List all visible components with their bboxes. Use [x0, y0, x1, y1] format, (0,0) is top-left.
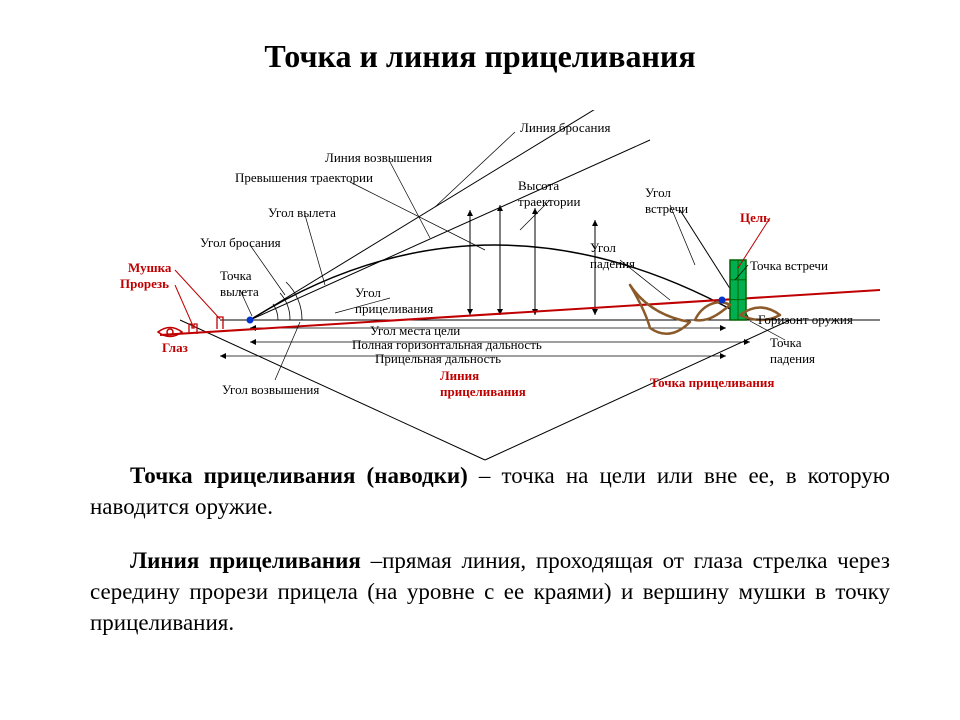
diagram-label: Угол вылета	[268, 205, 336, 221]
diagram-label: Уголприцеливания	[355, 285, 433, 317]
diagram-label: Прицельная дальность	[375, 351, 501, 367]
diagram-label: Точкавылета	[220, 268, 259, 300]
red-diagram-label: Глаз	[162, 340, 188, 356]
diagram-label: Точка встречи	[750, 258, 828, 274]
red-diagram-label: Точка прицеливания	[650, 375, 774, 391]
diagram-label: Линия бросания	[520, 120, 610, 136]
term-aim-line: Линия прицеливания	[130, 548, 361, 573]
term-aim-point: Точка прицеливания (наводки)	[130, 463, 468, 488]
slide: Точка и линия прицеливания Линия бросани…	[0, 0, 960, 720]
red-diagram-label: Цель	[740, 210, 770, 226]
definition-aim-line: Линия прицеливания –прямая линия, проход…	[90, 545, 890, 638]
diagram-label: Уголвстречи	[645, 185, 688, 217]
ballistics-diagram: Линия бросания Линия возвышения Превышения…	[90, 110, 890, 430]
diagram-label: Уголпадения	[590, 240, 635, 272]
red-diagram-label: Прорезь	[120, 276, 169, 292]
diagram-label: Превышения траектории	[235, 170, 373, 186]
red-diagram-label: Линияприцеливания	[440, 368, 526, 400]
diagram-label: Линия возвышения	[325, 150, 432, 166]
diagram-label: Угол бросания	[200, 235, 281, 251]
definition-aim-point: Точка прицеливания (наводки) – точка на …	[90, 460, 890, 522]
diagram-label: Точкападения	[770, 335, 815, 367]
red-diagram-label: Мушка	[128, 260, 171, 276]
diagram-label: Высотатраектории	[518, 178, 580, 210]
page-title: Точка и линия прицеливания	[0, 38, 960, 75]
diagram-label: Угол возвышения	[222, 382, 319, 398]
diagram-label: Горизонт оружия	[758, 312, 853, 328]
diagram-svg	[90, 110, 890, 470]
